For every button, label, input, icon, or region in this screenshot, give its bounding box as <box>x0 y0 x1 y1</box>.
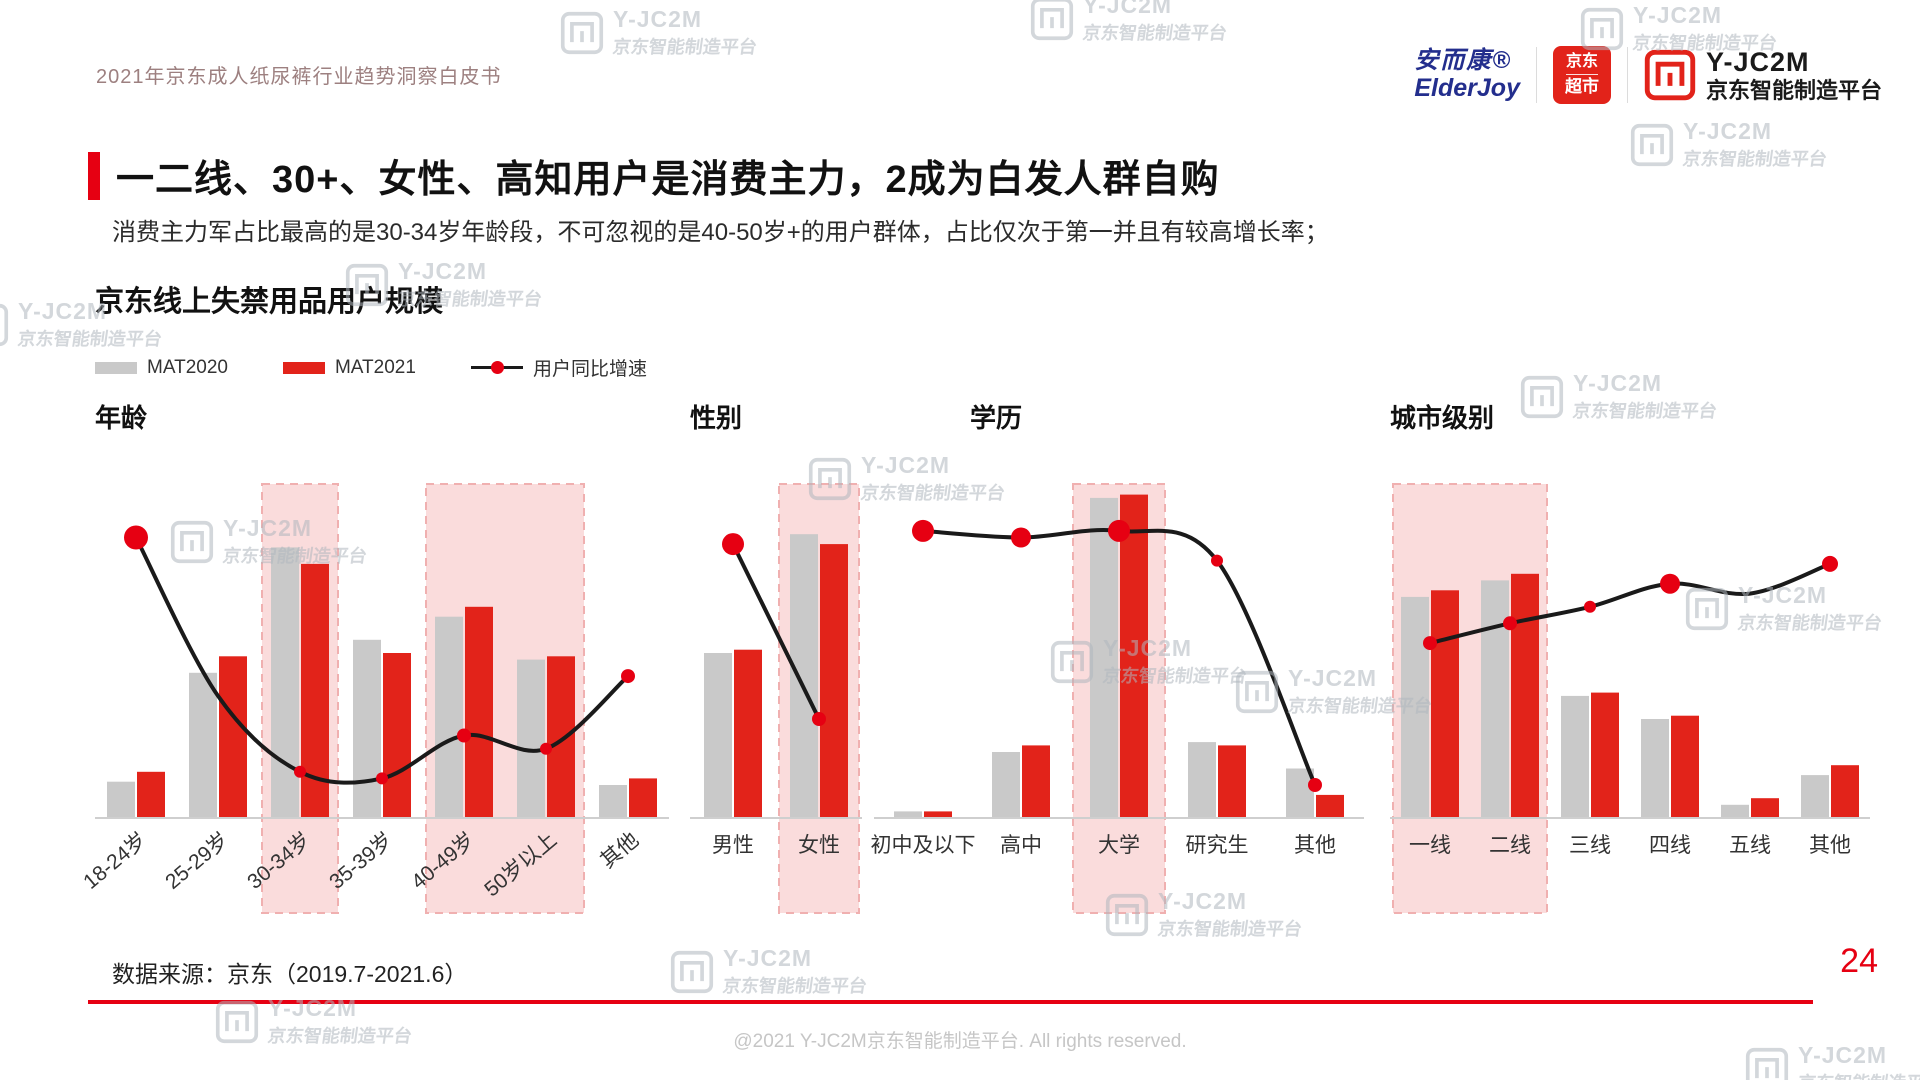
charts-row: 年龄 18-24岁 25-29岁 30-34岁 35-39岁 40-49岁 50岁以上 其他… <box>79 398 1870 927</box>
chart-age: 年龄 18-24岁 25-29岁 30-34岁 35-39岁 40-49岁 50岁以上 其他 <box>79 398 669 927</box>
legend-label-mat2021: MAT2021 <box>334 356 416 378</box>
svg-text:高中: 高中 <box>1000 834 1042 857</box>
yjc2m-watermark-icon <box>560 11 604 54</box>
yjc2m-logo-icon <box>1644 49 1696 101</box>
yjc2m-watermark-icon <box>670 950 714 993</box>
svg-text:男性: 男性 <box>712 834 754 857</box>
chart-gender-label: 性别 <box>690 403 743 433</box>
chart-city-tier-canvas: 一线 二线 三线 四线 五线 其他 <box>1390 482 1870 927</box>
legend-label-mat2020: MAT2020 <box>147 356 228 378</box>
svg-text:其他: 其他 <box>1809 834 1851 857</box>
brand-bar: 安而康® ElderJoy 京东 超市 Y-JC2M 京东智能制造平台 <box>1414 46 1882 104</box>
yjc2m-logo-text: Y-JC2M 京东智能制造平台 <box>1706 47 1882 103</box>
page-title: 一二线、30+、女性、高知用户是消费主力，2成为白发人群自购 <box>116 159 1220 201</box>
jd-logo-rule <box>1565 73 1598 75</box>
svg-text:18-24岁: 18-24岁 <box>79 828 151 894</box>
chart-age-canvas: 18-24岁 25-29岁 30-34岁 35-39岁 40-49岁 50岁以上 其他 <box>79 482 669 927</box>
report-title: 2021年京东成人纸尿裤行业趋势洞察白皮书 <box>96 66 502 88</box>
svg-text:三线: 三线 <box>1569 834 1611 857</box>
chart-education: 学历 初中及以下 高中 大学 研究生 其他 <box>871 398 1364 927</box>
legend-item-growth: 用户同比增速 <box>470 354 647 381</box>
elderjoy-logo: 安而康® ElderJoy <box>1414 46 1520 103</box>
chart-education-canvas: 初中及以下 高中 大学 研究生 其他 <box>871 482 1364 927</box>
legend-item-mat2021: MAT2021 <box>282 356 416 379</box>
title-accent-bar <box>88 151 100 200</box>
page-number: 24 <box>1840 942 1878 980</box>
svg-text:25-29岁: 25-29岁 <box>161 828 233 894</box>
yjc2m-logo-name: Y-JC2M <box>1705 46 1810 77</box>
chart-section-title: 京东线上失禁用品用户规模 <box>95 286 444 318</box>
svg-text:四线: 四线 <box>1649 834 1691 857</box>
chart-gender: 性别 男性 女性 <box>690 398 862 927</box>
yjc2m-logo: Y-JC2M 京东智能制造平台 <box>1644 47 1882 103</box>
footer-rule <box>88 1000 1813 1004</box>
svg-text:大学: 大学 <box>1098 834 1140 857</box>
subtitle: 消费主力军占比最高的是30-34岁年龄段，不可忽视的是40-50岁+的用户群体，… <box>112 219 1329 246</box>
jd-supermarket-logo: 京东 超市 <box>1552 46 1611 104</box>
jd-logo-line1: 京东 <box>1565 53 1598 71</box>
chart-city-tier: 城市级别 一线 二线 三线 四线 五线 其他 <box>1390 398 1870 927</box>
svg-text:五线: 五线 <box>1729 834 1771 857</box>
svg-text:其他: 其他 <box>1294 834 1336 857</box>
yjc2m-watermark-icon <box>0 303 9 346</box>
chart-age-label: 年龄 <box>95 403 148 433</box>
legend-label-growth: 用户同比增速 <box>532 359 647 380</box>
logo-divider <box>1626 47 1628 103</box>
svg-text:一线: 一线 <box>1409 834 1451 857</box>
yjc2m-watermark-icon <box>1030 0 1074 40</box>
svg-text:女性: 女性 <box>798 834 840 857</box>
svg-text:初中及以下: 初中及以下 <box>871 834 976 857</box>
yjc2m-watermark-icon <box>1580 7 1624 50</box>
jd-logo-line2: 超市 <box>1564 76 1599 96</box>
svg-text:研究生: 研究生 <box>1186 834 1249 857</box>
yjc2m-logo-sub: 京东智能制造平台 <box>1705 77 1882 103</box>
elderjoy-logo-en: ElderJoy <box>1414 74 1520 103</box>
chart-city-tier-label: 城市级别 <box>1390 403 1495 433</box>
svg-text:二线: 二线 <box>1489 834 1531 857</box>
mat2021-swatch <box>282 361 325 374</box>
elderjoy-logo-cn: 安而康® <box>1414 46 1513 74</box>
legend-item-mat2020: MAT2020 <box>95 357 228 379</box>
growth-line-icon <box>470 361 523 374</box>
mat2020-swatch <box>95 361 137 374</box>
chart-education-label: 学历 <box>970 403 1023 433</box>
chart-gender-canvas: 男性 女性 <box>690 482 862 927</box>
logo-divider <box>1535 47 1537 103</box>
svg-text:其他: 其他 <box>596 828 643 873</box>
yjc2m-watermark-icon <box>1630 123 1674 166</box>
headline-row: 一二线、30+、女性、高知用户是消费主力，2成为白发人群自购 <box>88 148 1220 203</box>
copyright: @2021 Y-JC2M京东智能制造平台. All rights reserve… <box>733 1031 1187 1052</box>
chart-legend: MAT2020 MAT2021 用户同比增速 <box>95 354 647 381</box>
data-source: 数据来源：京东（2019.7-2021.6） <box>112 961 468 987</box>
